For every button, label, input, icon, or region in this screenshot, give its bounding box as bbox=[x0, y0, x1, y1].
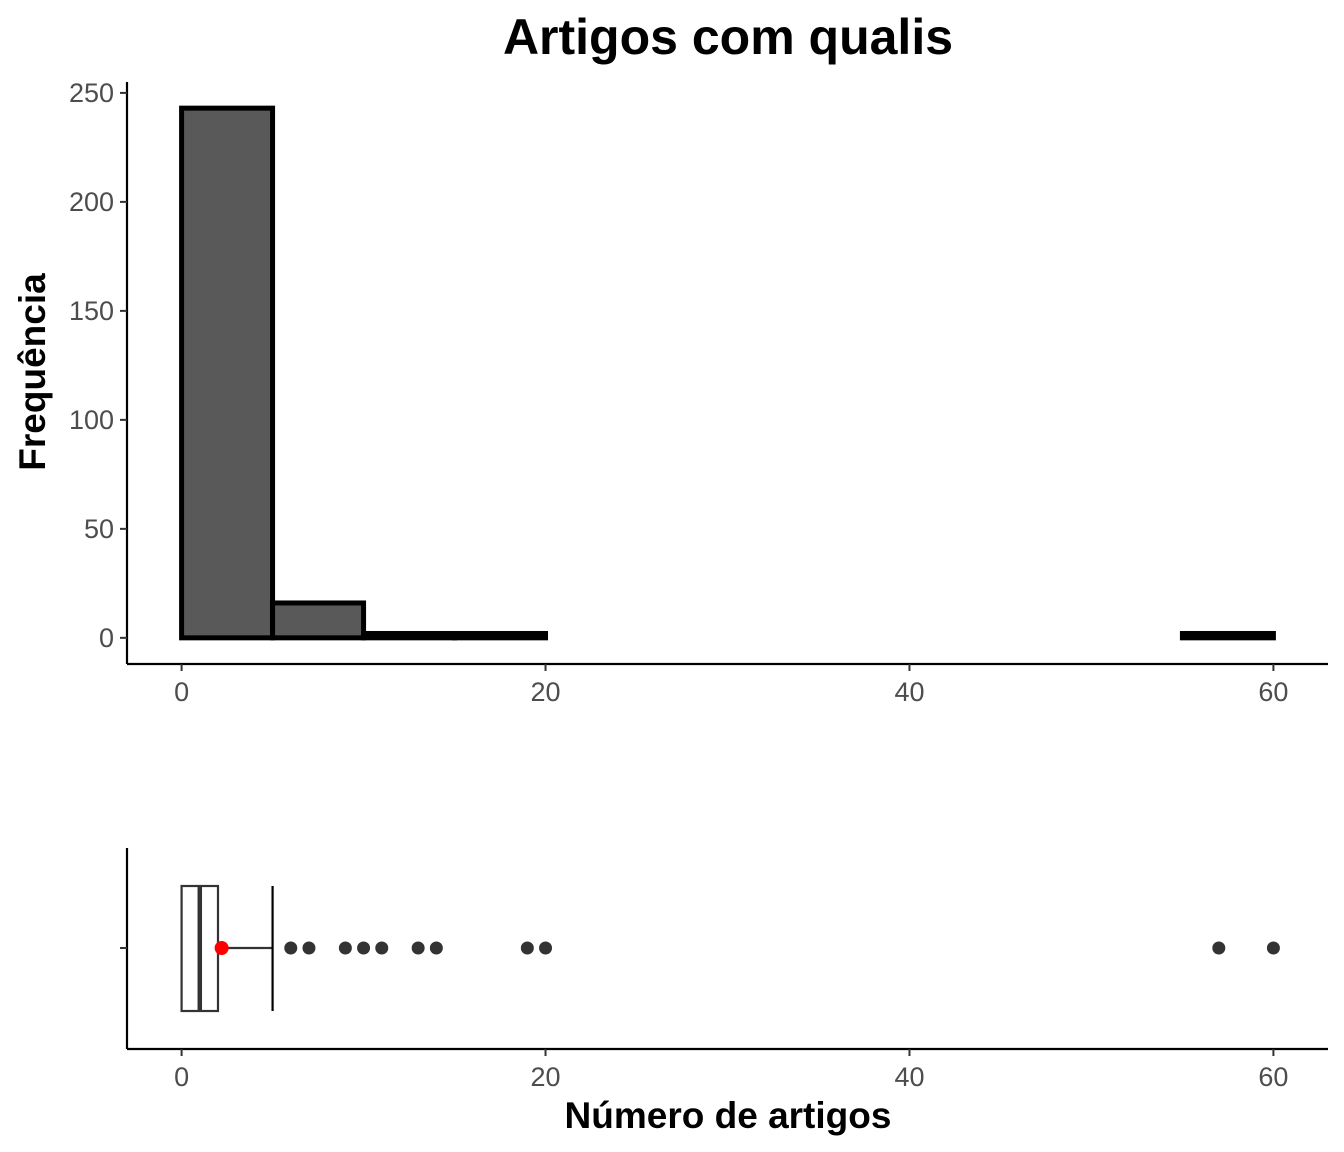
histogram-bars bbox=[179, 105, 1276, 641]
boxplot-mean-point bbox=[214, 941, 229, 955]
boxplot-outlier-point bbox=[302, 941, 316, 955]
boxplot-outlier-point bbox=[357, 941, 371, 955]
histogram-bar bbox=[1179, 630, 1276, 641]
boxplot-outlier-point bbox=[1266, 941, 1280, 955]
boxplot-outlier-point bbox=[520, 941, 534, 955]
boxplot-x-ticks: 0 20 40 60 bbox=[174, 1049, 1288, 1092]
histogram-x-tick-label: 40 bbox=[894, 677, 924, 707]
histogram-bar bbox=[452, 630, 549, 641]
boxplot-outlier-point bbox=[539, 941, 553, 955]
boxplot-outlier-point bbox=[375, 941, 389, 955]
chart-title: Artigos com qualis bbox=[503, 9, 953, 65]
boxplot-outlier-point bbox=[411, 941, 425, 955]
histogram-x-tick-label: 20 bbox=[531, 677, 561, 707]
histogram-bar bbox=[179, 105, 276, 641]
histogram-axes bbox=[125, 82, 1328, 666]
boxplot-outlier-point bbox=[1212, 941, 1226, 955]
histogram-x-tick-label: 0 bbox=[174, 677, 189, 707]
boxplot-axes bbox=[120, 848, 1328, 1051]
boxplot-outlier-point bbox=[338, 941, 352, 955]
boxplot-x-tick-label: 20 bbox=[531, 1062, 561, 1092]
histogram-y-axis-title: Frequência bbox=[12, 273, 53, 471]
histogram-y-tick-label: 150 bbox=[69, 296, 114, 326]
boxplot bbox=[180, 884, 1280, 1013]
histogram-x-tick-label: 60 bbox=[1258, 677, 1288, 707]
histogram-y-tick-label: 250 bbox=[69, 78, 114, 108]
boxplot-outlier-point bbox=[429, 941, 443, 955]
histogram-y-tick-label: 100 bbox=[69, 405, 114, 435]
boxplot-x-tick-label: 40 bbox=[894, 1062, 924, 1092]
histogram-bar bbox=[270, 600, 367, 641]
boxplot-x-tick-label: 0 bbox=[174, 1062, 189, 1092]
boxplot-outlier-point bbox=[284, 941, 298, 955]
boxplot-x-axis-title: Número de artigos bbox=[565, 1095, 892, 1136]
boxplot-x-tick-label: 60 bbox=[1258, 1062, 1288, 1092]
histogram-y-tick-label: 50 bbox=[84, 514, 114, 544]
histogram-y-tick-label: 0 bbox=[99, 623, 114, 653]
histogram-y-tick-label: 200 bbox=[69, 187, 114, 217]
histogram-y-ticks: 0 50 100 150 200 250 bbox=[69, 78, 127, 653]
histogram-x-ticks: 0 20 40 60 bbox=[174, 664, 1288, 707]
histogram-bar bbox=[361, 630, 458, 641]
